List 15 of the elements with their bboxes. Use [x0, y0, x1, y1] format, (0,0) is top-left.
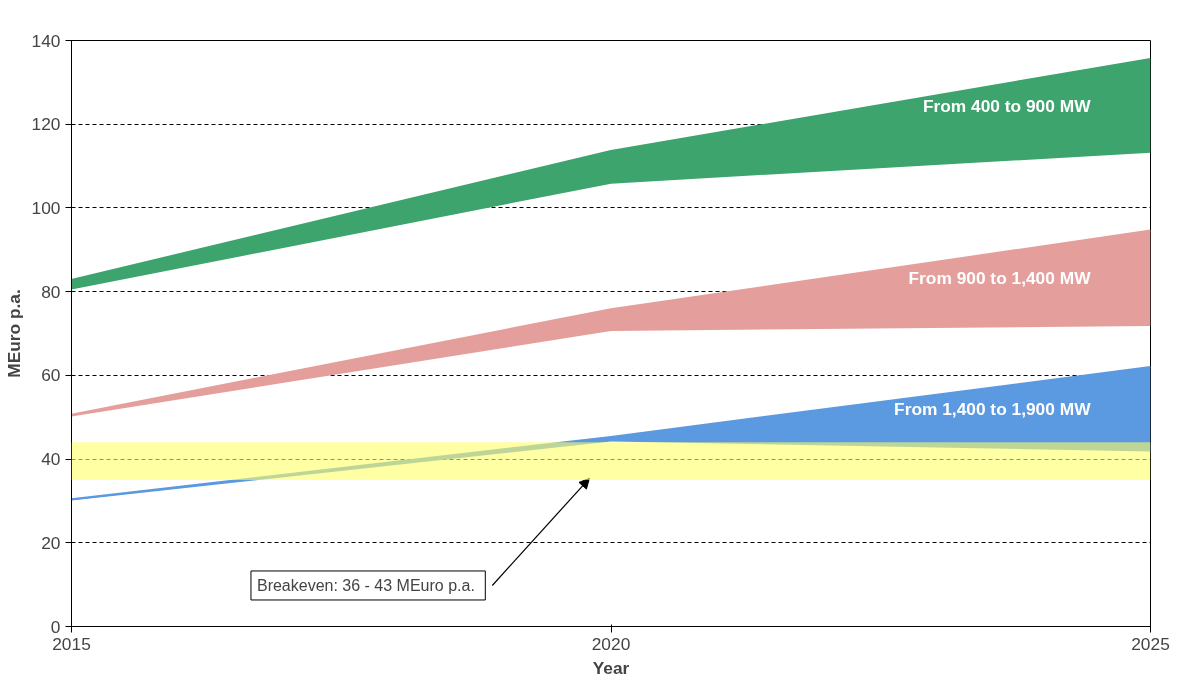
- y-tick-label: 40: [41, 449, 61, 470]
- x-tick-label: 2025: [1131, 633, 1170, 654]
- series-label: From 900 to 1,400 MW: [908, 268, 1092, 289]
- y-tick-label: 140: [31, 30, 61, 51]
- y-tick-label: 120: [31, 114, 61, 135]
- series-label: From 1,400 to 1,900 MW: [894, 399, 1092, 420]
- y-tick-label: 20: [41, 532, 61, 553]
- x-axis-title: Year: [592, 657, 630, 678]
- annotation: Breakeven: 36 - 43 MEuro p.a.: [256, 576, 475, 594]
- y-tick-label: 60: [41, 365, 61, 386]
- x-tick-label: 2020: [591, 633, 631, 654]
- y-tick-label: 100: [31, 197, 61, 218]
- y-axis-title: MEuro p.a.: [3, 289, 24, 378]
- series-label: From 400 to 900 MW: [922, 95, 1092, 116]
- y-tick-label: 80: [41, 281, 61, 302]
